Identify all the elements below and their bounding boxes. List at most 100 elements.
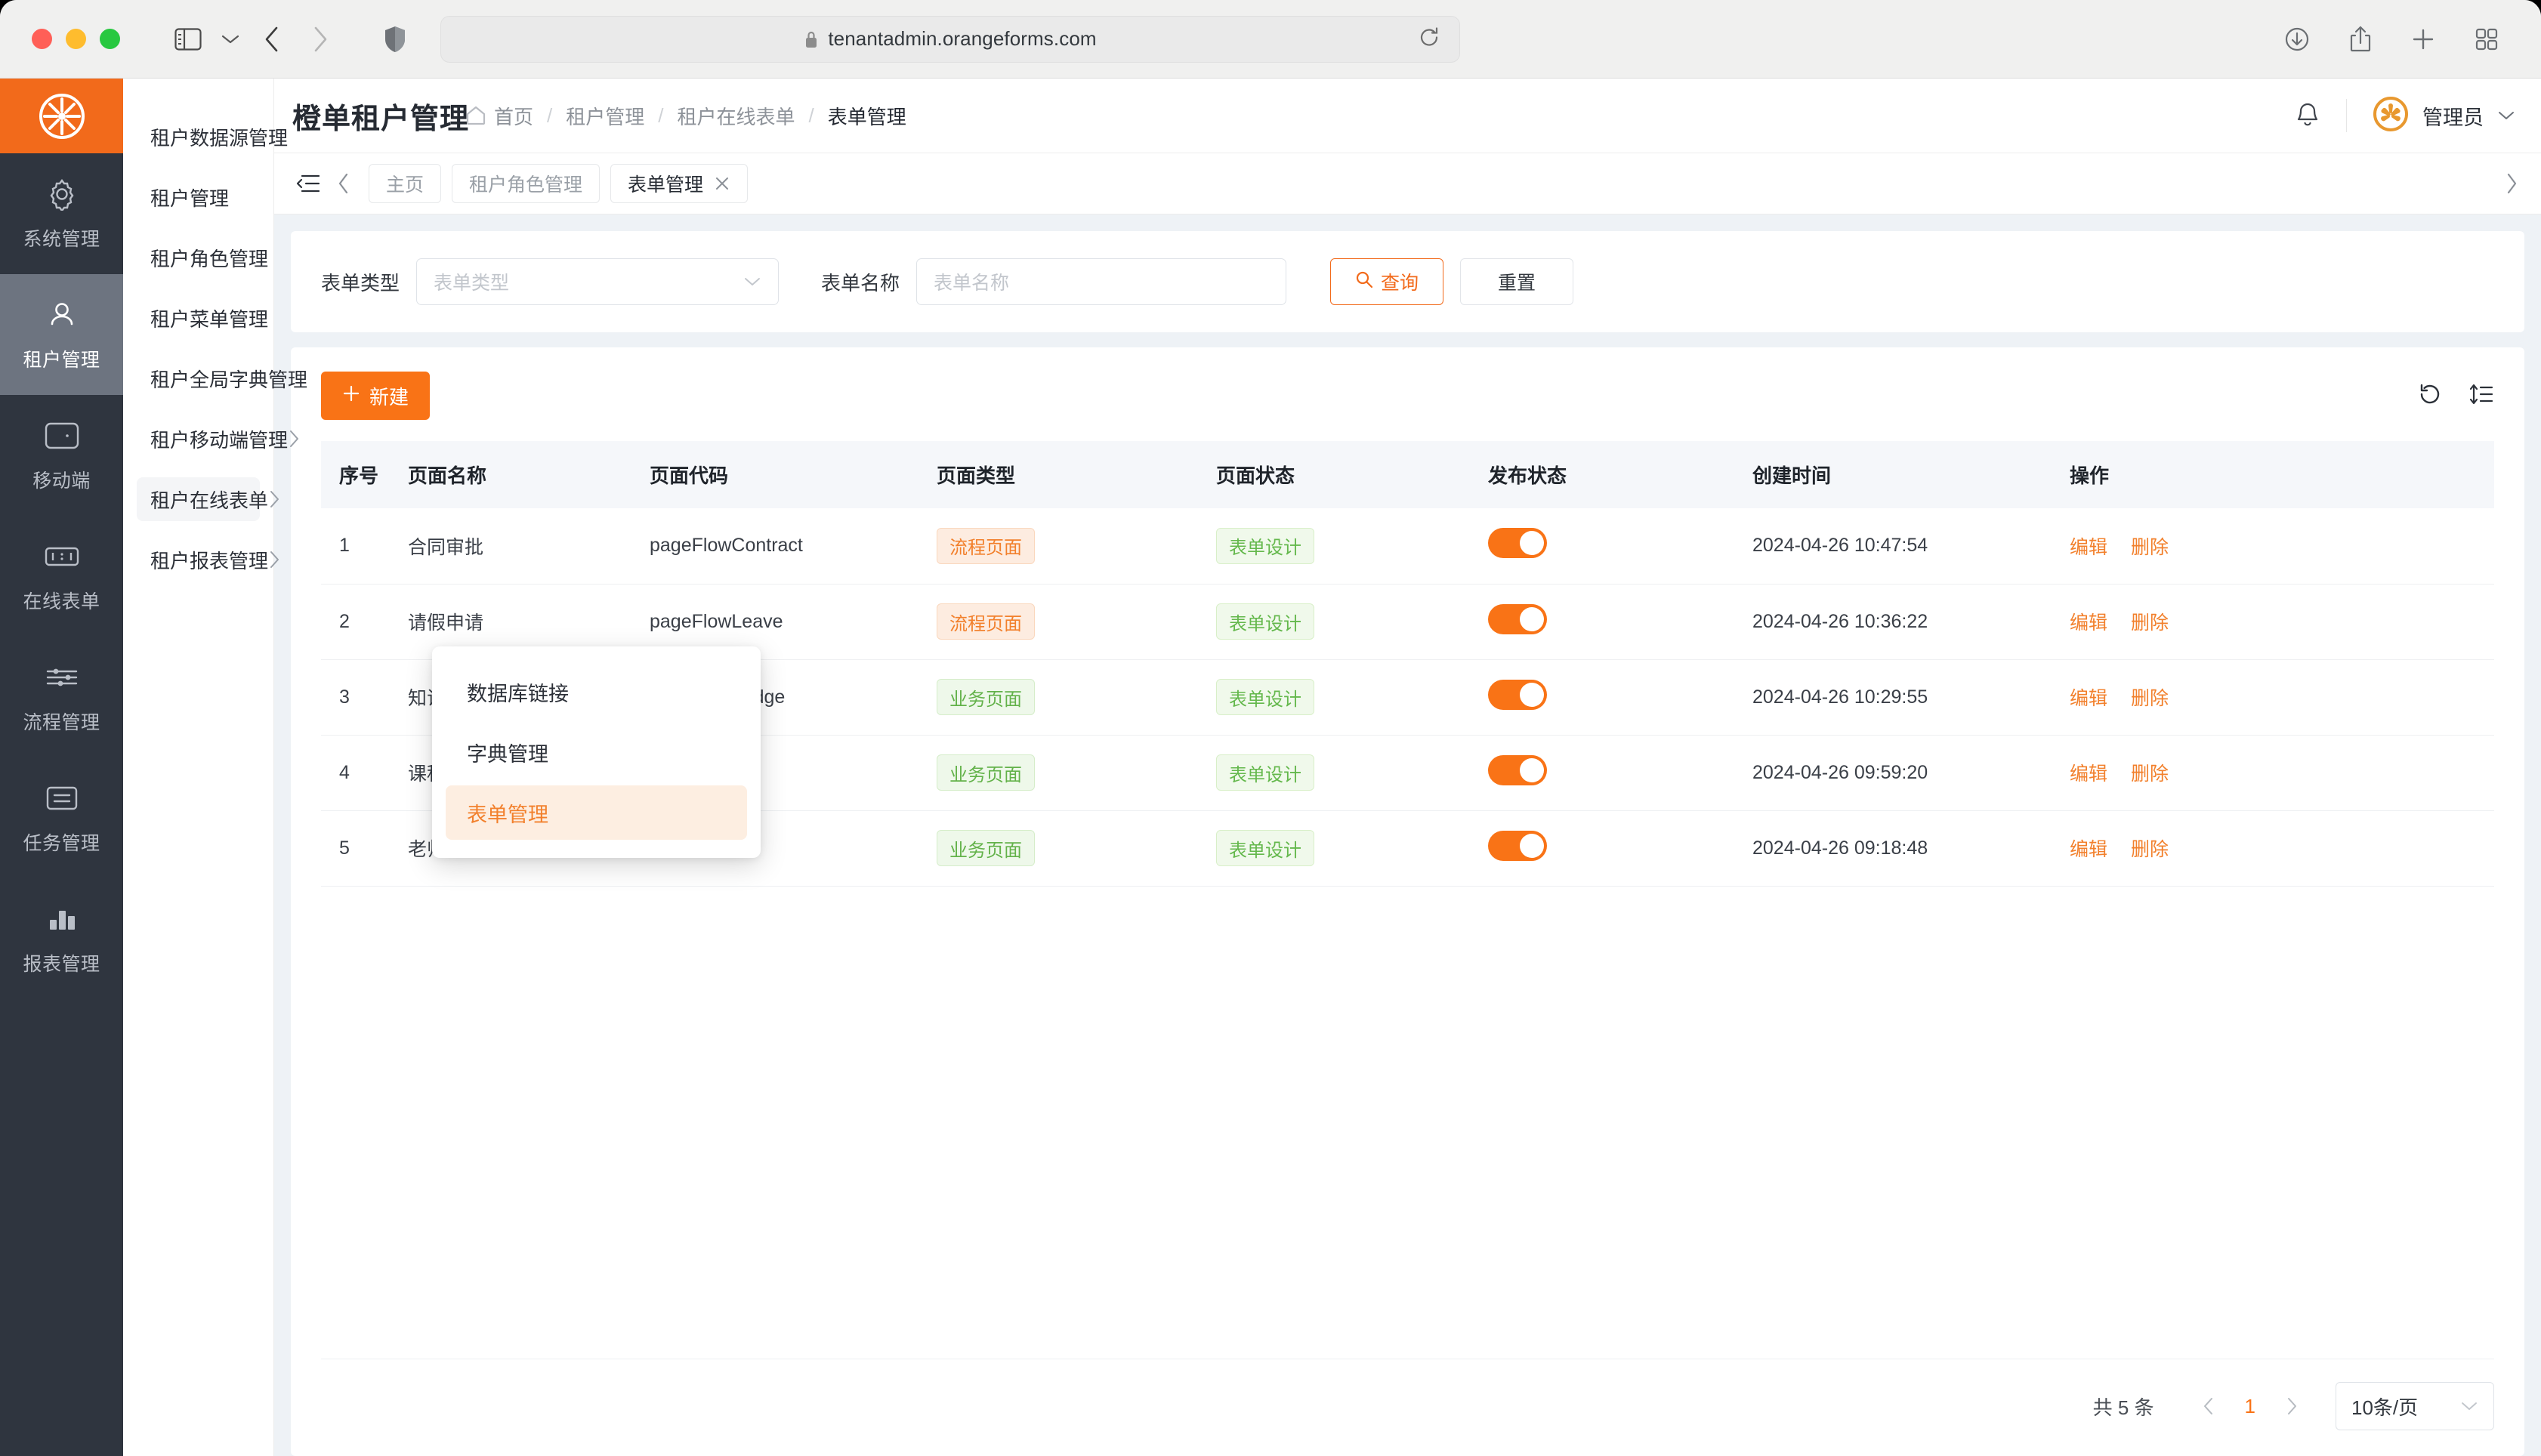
reset-button[interactable]: 重置 <box>1460 258 1574 305</box>
status-badge: 表单设计 <box>1216 754 1314 791</box>
cell-seq: 1 <box>321 508 408 585</box>
reload-icon[interactable] <box>1419 26 1440 52</box>
row-height-icon[interactable] <box>2468 381 2494 411</box>
cell-created: 2024-04-26 09:18:48 <box>1752 810 2070 887</box>
main-column: 橙单租户管理 首页 / 租户管理 / 租户在线表单 / 表单管理 <box>274 79 2541 1456</box>
rail-item-system[interactable]: 系统管理 <box>0 153 123 274</box>
query-button[interactable]: 查询 <box>1330 258 1444 305</box>
shield-icon[interactable] <box>383 25 407 54</box>
tab-tenant-role[interactable]: 租户角色管理 <box>452 164 601 203</box>
tab-strip: 主页 租户角色管理 表单管理 <box>274 153 2541 214</box>
delete-link[interactable]: 删除 <box>2130 839 2169 860</box>
page-size-select[interactable]: 10条/页 <box>2336 1382 2494 1430</box>
edit-link[interactable]: 编辑 <box>2070 763 2108 785</box>
flyout-item-database-link[interactable]: 数据库链接 <box>446 665 747 719</box>
tab-list-icon[interactable] <box>296 174 320 193</box>
cell-actions: 编辑 删除 <box>2070 584 2494 660</box>
breadcrumb-item-tenant[interactable]: 租户管理 <box>566 105 645 128</box>
chevron-down-icon <box>743 276 761 287</box>
status-badge: 表单设计 <box>1216 603 1314 640</box>
publish-toggle[interactable] <box>1488 754 1547 785</box>
flyout-item-dictionary[interactable]: 字典管理 <box>446 725 747 779</box>
cell-status: 表单设计 <box>1216 810 1488 887</box>
browser-toolbar: tenantadmin.orangeforms.com <box>0 0 2541 79</box>
delete-link[interactable]: 删除 <box>2130 688 2169 709</box>
close-window-button[interactable] <box>32 29 52 49</box>
page-number-1[interactable]: 1 <box>2244 1394 2255 1417</box>
delete-link[interactable]: 删除 <box>2130 763 2169 785</box>
edit-link[interactable]: 编辑 <box>2070 612 2108 634</box>
share-icon[interactable] <box>2349 26 2372 53</box>
submenu-item-label: 租户菜单管理 <box>150 307 269 331</box>
back-arrow-icon[interactable] <box>264 26 280 53</box>
breadcrumb-item-current: 表单管理 <box>827 105 906 128</box>
cell-type: 业务页面 <box>937 659 1216 736</box>
rail-item-tenant[interactable]: 租户管理 <box>0 274 123 395</box>
submenu-item-tenant[interactable]: 租户管理 <box>137 175 260 219</box>
url-bar[interactable]: tenantadmin.orangeforms.com <box>440 15 1460 63</box>
delete-link[interactable]: 删除 <box>2130 612 2169 634</box>
breadcrumb-item-home[interactable]: 首页 <box>494 105 534 128</box>
rail-item-task[interactable]: 任务管理 <box>0 757 123 878</box>
cell-actions: 编辑 删除 <box>2070 735 2494 811</box>
breadcrumb-item-online-form[interactable]: 租户在线表单 <box>677 105 795 128</box>
topbar-actions: 管理员 <box>2295 96 2515 136</box>
chevron-down-icon[interactable] <box>221 34 239 45</box>
rail-item-online-form[interactable]: 在线表单 <box>0 516 123 637</box>
cell-actions: 编辑 删除 <box>2070 810 2494 887</box>
publish-toggle[interactable] <box>1488 603 1547 634</box>
filter-form-name: 表单名称 表单名称 <box>821 258 1287 305</box>
prev-page-button[interactable] <box>2186 1396 2231 1416</box>
edit-link[interactable]: 编辑 <box>2070 688 2108 709</box>
cell-actions: 编辑 删除 <box>2070 659 2494 736</box>
submenu-item-global-dict[interactable]: 租户全局字典管理 <box>137 356 307 400</box>
grid-icon[interactable] <box>2475 27 2499 51</box>
submenu-item-role[interactable]: 租户角色管理 <box>137 236 268 279</box>
new-button[interactable]: 新建 <box>321 372 431 420</box>
window-controls[interactable] <box>32 29 120 49</box>
refresh-icon[interactable] <box>2417 381 2443 411</box>
search-icon <box>1355 270 1373 294</box>
table-toolbar: 新建 <box>291 347 2524 441</box>
edit-link[interactable]: 编辑 <box>2070 536 2108 558</box>
rail-item-report[interactable]: 报表管理 <box>0 878 123 999</box>
plus-icon[interactable] <box>2411 27 2435 51</box>
page-size-value: 10条/页 <box>2351 1396 2419 1419</box>
publish-toggle[interactable] <box>1488 830 1547 861</box>
user-name: 管理员 <box>2422 106 2484 129</box>
sidebar-toggle-icon[interactable] <box>174 27 202 51</box>
form-type-select[interactable]: 表单类型 <box>416 258 780 305</box>
publish-toggle[interactable] <box>1488 679 1547 710</box>
submenu-item-datasource[interactable]: 租户数据源管理 <box>137 115 288 159</box>
close-icon[interactable] <box>714 175 730 192</box>
rail-item-process[interactable]: 流程管理 <box>0 637 123 757</box>
tab-form-management[interactable]: 表单管理 <box>610 164 749 203</box>
edit-link[interactable]: 编辑 <box>2070 839 2108 860</box>
table-empty-space <box>291 887 2524 1359</box>
next-page-button[interactable] <box>2269 1396 2314 1416</box>
maximize-window-button[interactable] <box>100 29 120 49</box>
tab-label: 表单管理 <box>628 174 704 196</box>
user-menu[interactable]: 管理员 <box>2373 96 2515 136</box>
download-icon[interactable] <box>2284 26 2310 52</box>
column-header-seq: 序号 <box>321 441 408 508</box>
submenu-item-menu[interactable]: 租户菜单管理 <box>137 296 268 340</box>
table-row: 1 合同审批 pageFlowContract 流程页面 表单设计 2024-0… <box>321 508 2494 585</box>
cell-publish <box>1488 659 1752 736</box>
submenu-item-mobile[interactable]: 租户移动端管理 <box>137 417 299 461</box>
form-name-input[interactable]: 表单名称 <box>916 258 1287 305</box>
filter-panel: 表单类型 表单类型 表单名称 表单名称 <box>291 231 2524 332</box>
submenu-item-label: 租户数据源管理 <box>150 126 289 150</box>
flyout-item-form-management[interactable]: 表单管理 <box>446 785 747 840</box>
chevron-right-icon[interactable] <box>2505 172 2518 195</box>
delete-link[interactable]: 删除 <box>2130 536 2169 558</box>
sliders-icon <box>45 659 79 696</box>
rail-item-mobile[interactable]: 移动端 <box>0 395 123 516</box>
submenu-item-report[interactable]: 租户报表管理 <box>137 538 279 581</box>
tab-home[interactable]: 主页 <box>369 164 442 203</box>
publish-toggle[interactable] <box>1488 528 1547 559</box>
bell-icon[interactable] <box>2295 102 2320 129</box>
submenu-item-online-form[interactable]: 租户在线表单 <box>137 477 279 521</box>
minimize-window-button[interactable] <box>66 29 86 49</box>
chevron-left-icon[interactable] <box>337 172 350 195</box>
